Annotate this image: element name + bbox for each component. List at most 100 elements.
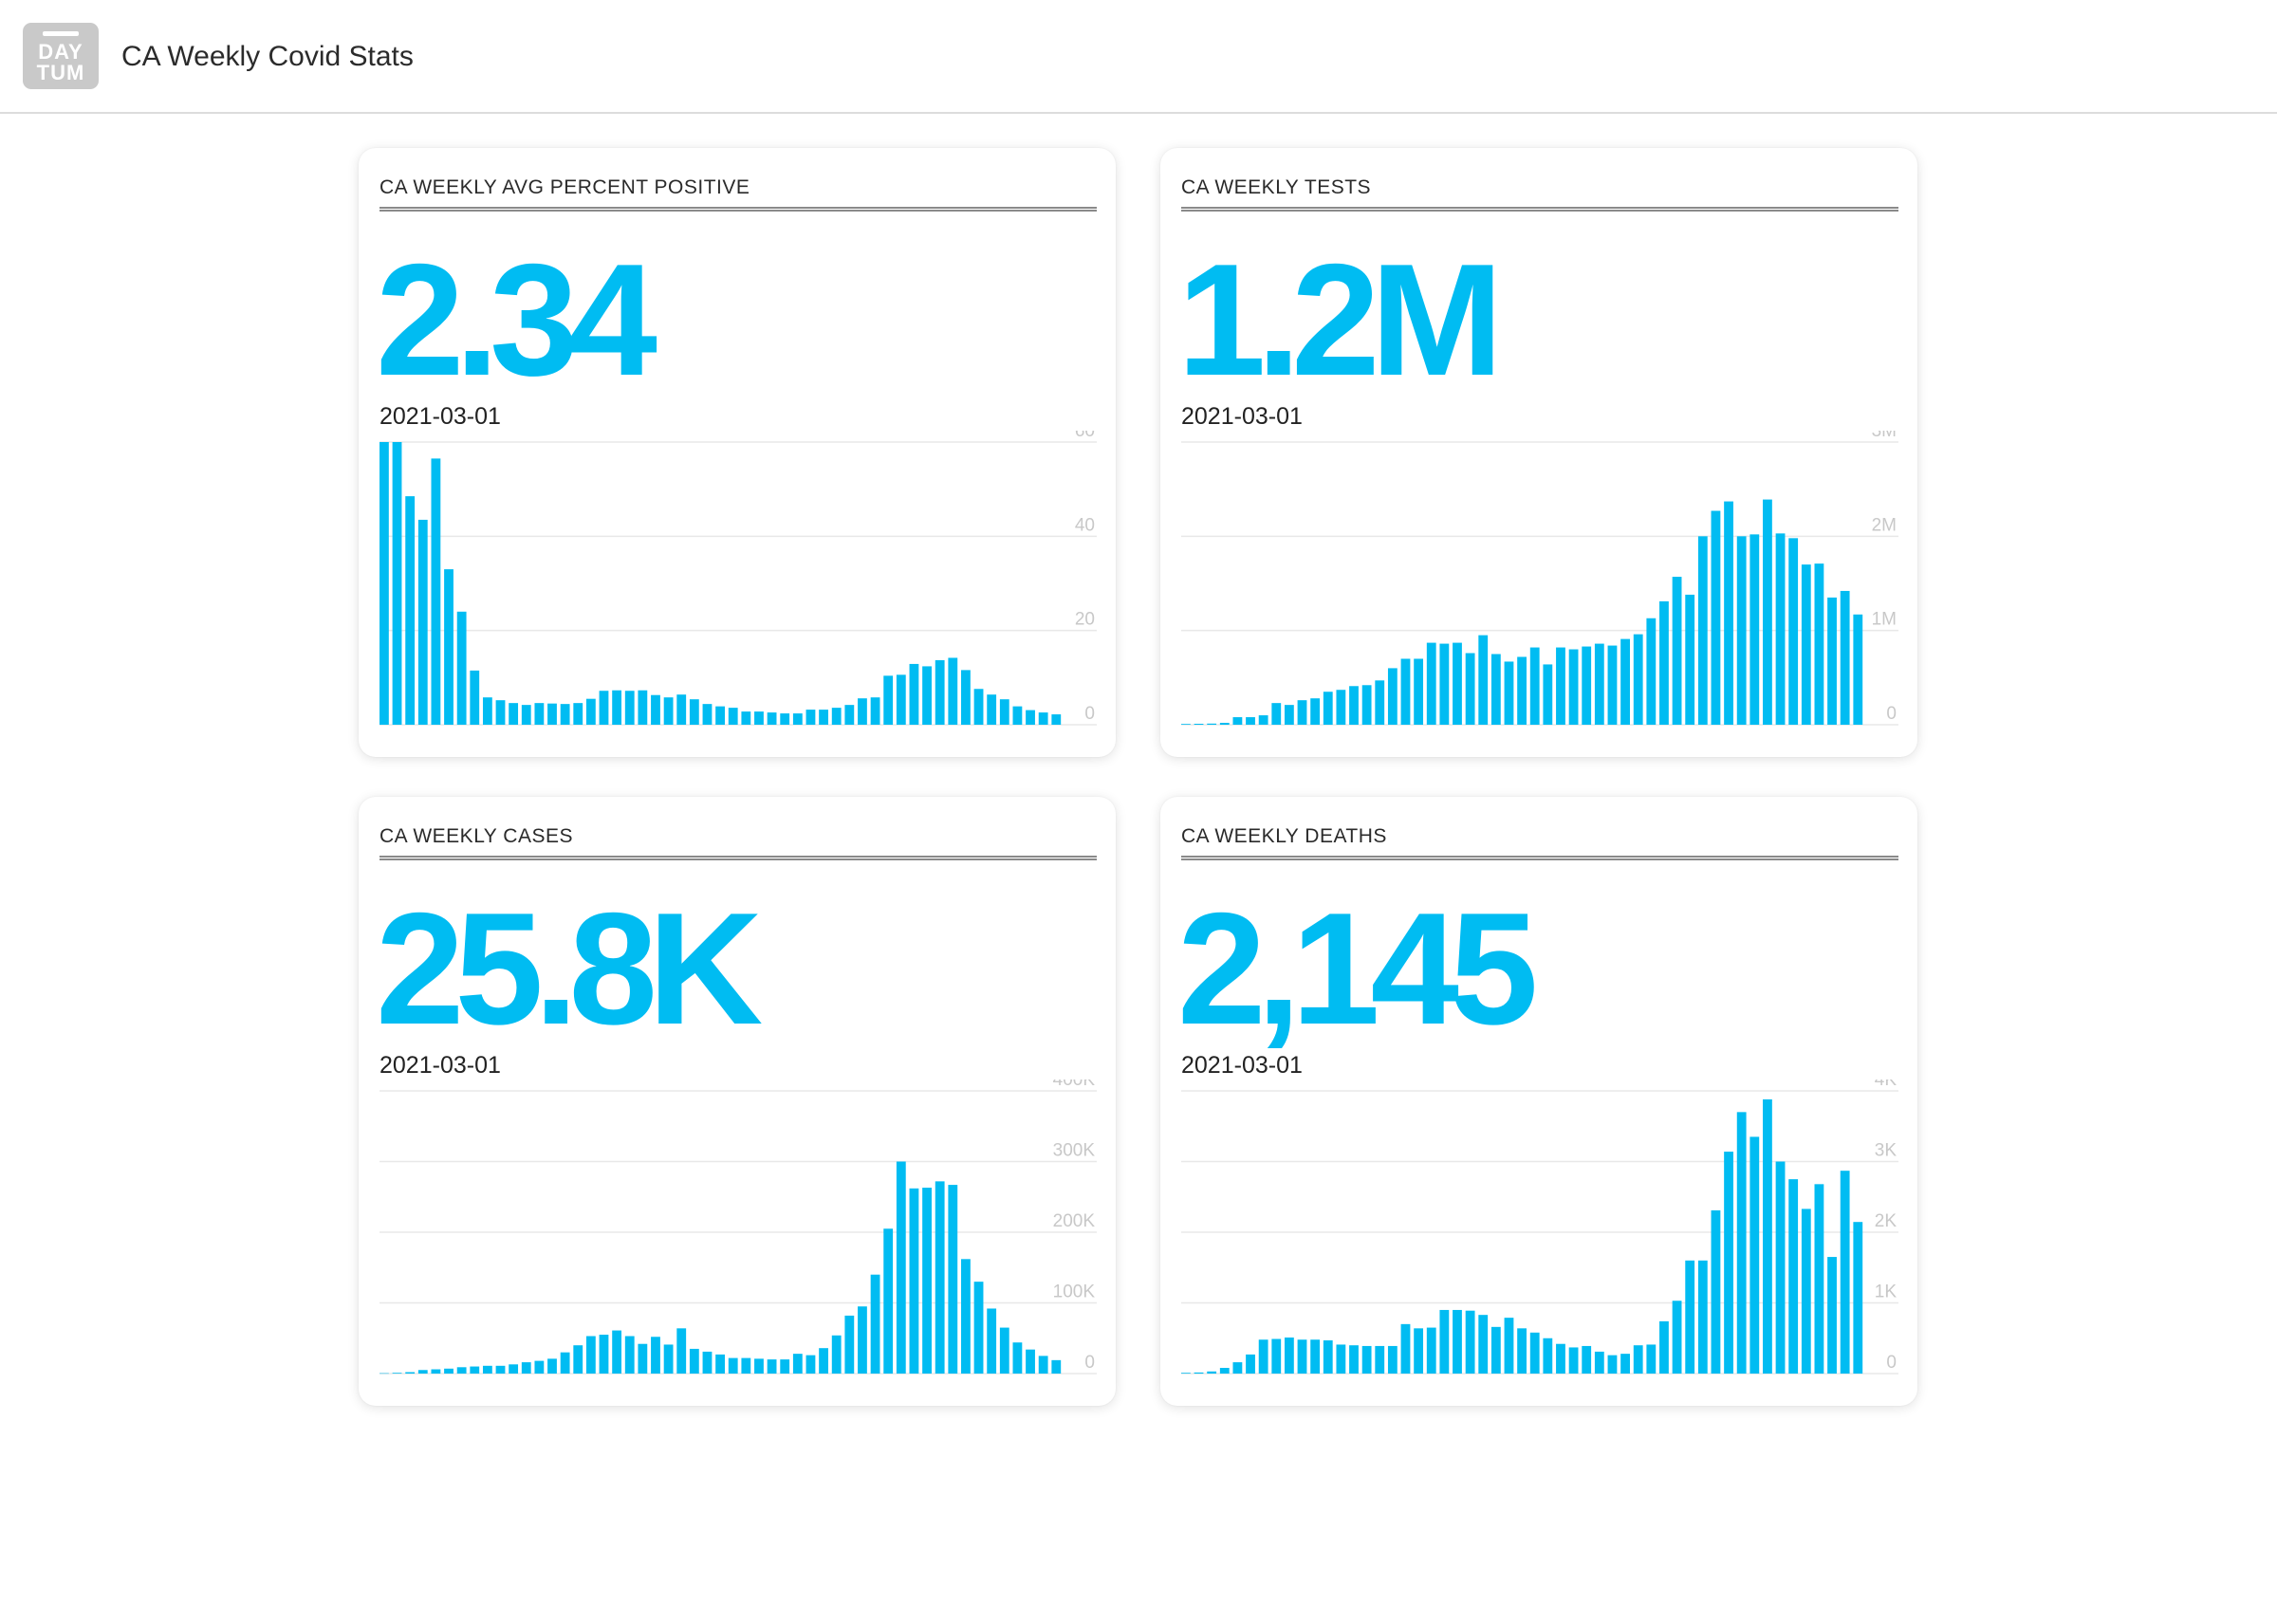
bar[interactable] [805, 710, 816, 725]
bar[interactable] [1297, 1339, 1307, 1374]
bar[interactable] [1556, 1343, 1565, 1374]
bar[interactable] [534, 703, 545, 725]
bar[interactable] [909, 1188, 919, 1374]
bar[interactable] [1775, 533, 1786, 725]
bar[interactable] [702, 704, 713, 725]
bar[interactable] [1375, 680, 1385, 725]
bar[interactable] [482, 697, 492, 725]
bar[interactable] [948, 1185, 958, 1374]
bar[interactable] [417, 1370, 428, 1374]
bar[interactable] [1246, 1354, 1255, 1374]
bar[interactable] [585, 1336, 596, 1374]
bar[interactable] [392, 1373, 402, 1374]
bar[interactable] [1788, 538, 1799, 725]
bar[interactable] [676, 694, 687, 725]
bar[interactable] [1271, 1338, 1282, 1375]
bar[interactable] [470, 1366, 480, 1374]
bar[interactable] [1827, 1257, 1837, 1374]
bar[interactable] [1478, 635, 1489, 725]
bar[interactable] [1051, 1359, 1062, 1374]
bar[interactable] [819, 1348, 828, 1374]
bar[interactable] [1361, 685, 1372, 725]
bar[interactable] [1568, 1347, 1579, 1374]
bar[interactable] [1646, 1344, 1657, 1374]
bar[interactable] [1232, 717, 1243, 725]
bar[interactable] [1736, 536, 1747, 725]
bar[interactable] [456, 1367, 467, 1374]
bar[interactable] [715, 1354, 725, 1374]
bar[interactable] [702, 1351, 713, 1374]
bar[interactable] [1607, 1355, 1618, 1374]
bar[interactable] [999, 699, 1009, 725]
bar[interactable] [1349, 686, 1359, 725]
bar[interactable] [651, 694, 660, 725]
bar[interactable] [431, 1369, 441, 1374]
bar[interactable] [509, 1364, 519, 1374]
bar[interactable] [935, 1181, 945, 1374]
bar[interactable] [1543, 1338, 1553, 1374]
bar[interactable] [521, 705, 531, 725]
bar[interactable] [1323, 1339, 1333, 1374]
bar[interactable] [1375, 1345, 1385, 1374]
bar[interactable] [909, 663, 919, 725]
bar[interactable] [1310, 1339, 1321, 1374]
bar[interactable] [883, 1228, 894, 1374]
bar[interactable] [547, 1358, 557, 1374]
bar[interactable] [1490, 654, 1501, 726]
bar[interactable] [961, 1259, 971, 1374]
bar[interactable] [754, 1358, 764, 1374]
bar[interactable] [495, 1365, 506, 1374]
bar[interactable] [1775, 1161, 1786, 1375]
bar[interactable] [1853, 614, 1863, 725]
bar[interactable] [961, 670, 971, 725]
bar[interactable] [1543, 664, 1553, 725]
bar[interactable] [844, 705, 855, 725]
bar[interactable] [831, 1335, 842, 1374]
bar[interactable] [1814, 1184, 1824, 1374]
bar[interactable] [547, 703, 557, 725]
bar[interactable] [1453, 1309, 1462, 1374]
bar[interactable] [1387, 1345, 1398, 1374]
bar[interactable] [1387, 668, 1398, 725]
bar[interactable] [1439, 1309, 1450, 1374]
bar[interactable] [624, 1336, 635, 1374]
bar[interactable] [573, 1345, 583, 1374]
bar[interactable] [573, 703, 583, 725]
bar[interactable] [831, 708, 842, 725]
bar[interactable] [624, 691, 635, 725]
bar[interactable] [1814, 563, 1824, 725]
bar[interactable] [444, 569, 454, 725]
bar[interactable] [741, 1357, 751, 1374]
bar[interactable] [1194, 1372, 1204, 1374]
bar[interactable] [1361, 1345, 1372, 1374]
bar[interactable] [612, 690, 622, 725]
bar[interactable] [1490, 1326, 1501, 1374]
bar[interactable] [1258, 1339, 1268, 1374]
bar[interactable] [1012, 706, 1023, 725]
bar[interactable] [1801, 564, 1811, 725]
bar[interactable] [767, 712, 777, 725]
bar[interactable] [896, 674, 906, 725]
bar[interactable] [405, 1372, 416, 1374]
bar[interactable] [1594, 1351, 1604, 1374]
bar[interactable] [1426, 642, 1436, 725]
bar[interactable] [1219, 1368, 1230, 1374]
bar[interactable] [1246, 717, 1255, 725]
bar[interactable] [1724, 501, 1733, 725]
bar[interactable] [599, 691, 609, 725]
bar[interactable] [470, 670, 480, 725]
bar[interactable] [870, 697, 880, 725]
bar[interactable] [1711, 1209, 1721, 1374]
bar[interactable] [883, 675, 894, 725]
bar[interactable] [973, 1282, 984, 1374]
bar[interactable] [444, 1368, 454, 1374]
bar[interactable] [1207, 723, 1217, 725]
bar[interactable] [1439, 643, 1450, 725]
bar[interactable] [973, 689, 984, 725]
bar[interactable] [870, 1274, 880, 1374]
daytum-logo[interactable]: DAY TUM [23, 23, 99, 89]
bar[interactable] [1426, 1327, 1436, 1374]
bar[interactable] [676, 1328, 687, 1374]
bar[interactable] [844, 1315, 855, 1374]
bar[interactable] [1517, 1328, 1527, 1374]
